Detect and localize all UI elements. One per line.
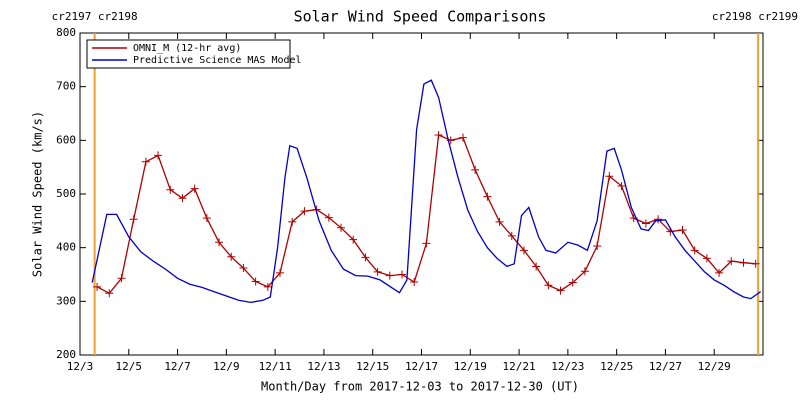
- point-marker: [129, 215, 138, 224]
- point-marker: [556, 286, 565, 295]
- point-marker: [276, 268, 285, 277]
- point-marker: [580, 267, 589, 276]
- point-marker: [93, 282, 102, 291]
- point-marker: [324, 213, 333, 222]
- x-tick-label: 12/5: [116, 360, 143, 373]
- point-marker: [617, 181, 626, 190]
- x-tick-label: 12/17: [405, 360, 438, 373]
- point-marker: [471, 165, 480, 174]
- x-tick-label: 12/3: [67, 360, 94, 373]
- legend-label: Predictive Science MAS Model: [133, 55, 302, 66]
- point-marker: [678, 225, 687, 234]
- x-tick-label: 12/21: [503, 360, 536, 373]
- point-marker: [385, 271, 394, 280]
- point-marker: [422, 239, 431, 248]
- y-axis-label: Solar Wind Speed (km/s): [31, 111, 45, 277]
- point-marker: [593, 242, 602, 251]
- point-marker: [117, 274, 126, 283]
- point-marker: [288, 217, 297, 226]
- point-marker: [702, 254, 711, 263]
- y-tick-label: 800: [56, 26, 76, 39]
- x-tick-label: 12/23: [551, 360, 584, 373]
- x-tick-label: 12/29: [698, 360, 731, 373]
- series-line: [96, 134, 756, 295]
- point-marker: [519, 246, 528, 255]
- point-marker: [641, 219, 650, 228]
- y-tick-label: 600: [56, 133, 76, 146]
- point-marker: [227, 252, 236, 261]
- point-marker: [105, 289, 114, 298]
- point-marker: [532, 262, 541, 271]
- y-tick-label: 700: [56, 80, 76, 93]
- x-tick-label: 12/11: [259, 360, 292, 373]
- point-marker: [715, 268, 724, 277]
- point-marker: [373, 267, 382, 276]
- x-tick-label: 12/25: [600, 360, 633, 373]
- point-marker: [739, 258, 748, 267]
- x-axis-label: Month/Day from 2017-12-03 to 2017-12-30 …: [261, 380, 579, 394]
- x-tick-label: 12/19: [454, 360, 487, 373]
- point-marker: [154, 151, 163, 160]
- boundary-label: cr2197 cr2198: [52, 10, 138, 23]
- point-marker: [202, 214, 211, 223]
- point-marker: [410, 278, 419, 287]
- point-marker: [239, 264, 248, 273]
- point-marker: [544, 281, 553, 290]
- point-marker: [166, 185, 175, 194]
- point-marker: [434, 130, 443, 139]
- x-tick-label: 12/27: [649, 360, 682, 373]
- point-marker: [568, 278, 577, 287]
- legend-label: OMNI_M (12-hr avg): [133, 43, 241, 54]
- point-marker: [141, 157, 150, 166]
- series-line: [91, 79, 761, 304]
- chart-title: Solar Wind Speed Comparisons: [294, 8, 547, 26]
- point-marker: [397, 270, 406, 279]
- point-marker: [690, 246, 699, 255]
- point-marker: [300, 207, 309, 216]
- point-marker: [654, 215, 663, 224]
- x-tick-label: 12/7: [164, 360, 191, 373]
- x-tick-label: 12/15: [356, 360, 389, 373]
- point-marker: [483, 192, 492, 201]
- point-marker: [458, 133, 467, 142]
- y-tick-label: 500: [56, 187, 76, 200]
- point-marker: [263, 282, 272, 291]
- y-tick-label: 400: [56, 241, 76, 254]
- x-tick-label: 12/13: [307, 360, 340, 373]
- point-marker: [605, 172, 614, 181]
- point-marker: [751, 259, 760, 268]
- y-tick-label: 200: [56, 348, 76, 361]
- point-marker: [190, 184, 199, 193]
- point-marker: [361, 253, 370, 262]
- y-tick-label: 300: [56, 294, 76, 307]
- point-marker: [251, 277, 260, 286]
- point-marker: [495, 217, 504, 226]
- point-marker: [215, 238, 224, 247]
- point-marker: [727, 257, 736, 266]
- plot-frame: [79, 32, 764, 356]
- point-marker: [337, 223, 346, 232]
- boundary-label: cr2198 cr2199: [712, 10, 798, 23]
- x-tick-label: 12/9: [213, 360, 240, 373]
- point-marker: [349, 235, 358, 244]
- point-marker: [507, 231, 516, 240]
- legend-box: [86, 39, 291, 69]
- point-marker: [178, 194, 187, 203]
